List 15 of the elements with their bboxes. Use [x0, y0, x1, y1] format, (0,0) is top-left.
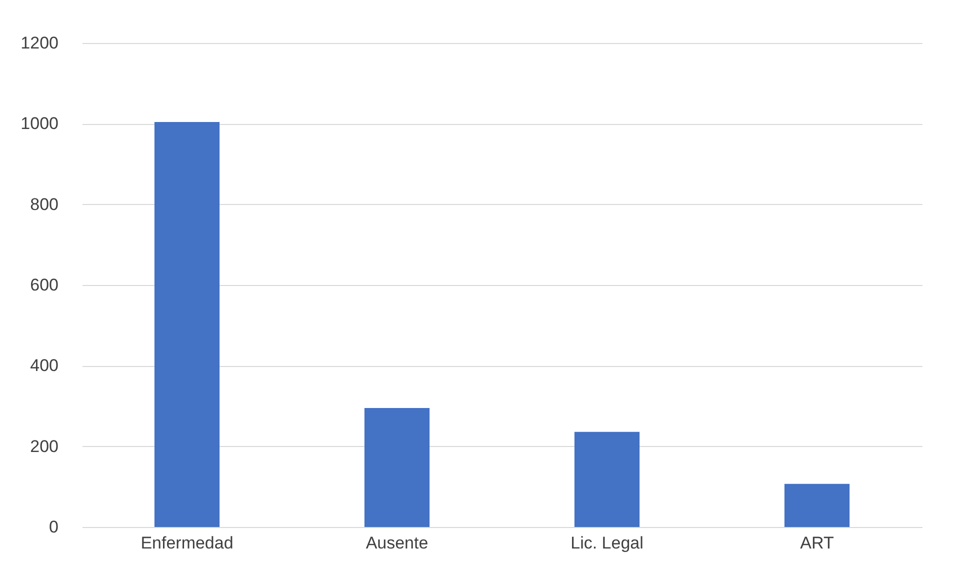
bar	[364, 408, 430, 527]
bar	[784, 484, 850, 527]
x-tick-label: Enfermedad	[140, 534, 234, 552]
y-tick-label: 800	[30, 194, 58, 214]
bar	[154, 122, 220, 527]
x-tick-label: ART	[800, 534, 834, 552]
y-tick-label: 0	[49, 518, 58, 536]
y-tick-label: 200	[30, 436, 58, 456]
x-tick-label: Lic. Legal	[570, 534, 644, 552]
y-tick-label: 400	[30, 356, 58, 376]
x-tick-label: Ausente	[366, 534, 428, 552]
y-tick-label: 600	[30, 276, 58, 294]
y-tick-label: 1200	[20, 34, 58, 52]
bar	[574, 432, 640, 527]
y-tick-label: 1000	[20, 114, 58, 134]
